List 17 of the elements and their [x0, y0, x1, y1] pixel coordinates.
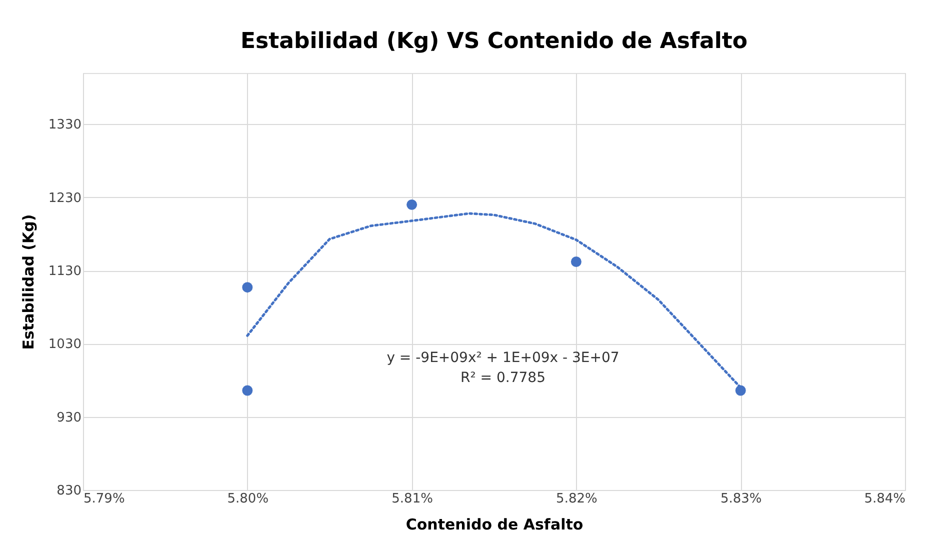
chart-title: Estabilidad (Kg) VS Contenido de Asfalto [240, 29, 748, 54]
y-tick-label: 1030 [48, 337, 82, 352]
x-tick-label: 5.84% [864, 492, 906, 506]
y-axis-title: Estabilidad (Kg) [19, 214, 38, 350]
annotation: R² = 0.7785 [460, 370, 546, 386]
y-tick-label: 830 [56, 484, 82, 498]
x-tick-label: 5.80% [227, 492, 269, 506]
x-axis-title: Contenido de Asfalto [406, 516, 584, 534]
x-tick-label: 5.82% [556, 492, 598, 506]
y-tick-label: 1330 [48, 118, 82, 133]
annotation: y = -9E+09x² + 1E+09x - 3E+07 [386, 350, 620, 366]
y-tick-label: 1230 [48, 190, 82, 206]
y-tick-label: 1130 [48, 264, 82, 280]
x-tick-label: 5.79% [84, 492, 125, 506]
y-tick-label: 930 [56, 410, 82, 426]
x-tick-label: 5.83% [720, 492, 762, 506]
x-tick-label: 5.81% [392, 492, 433, 506]
